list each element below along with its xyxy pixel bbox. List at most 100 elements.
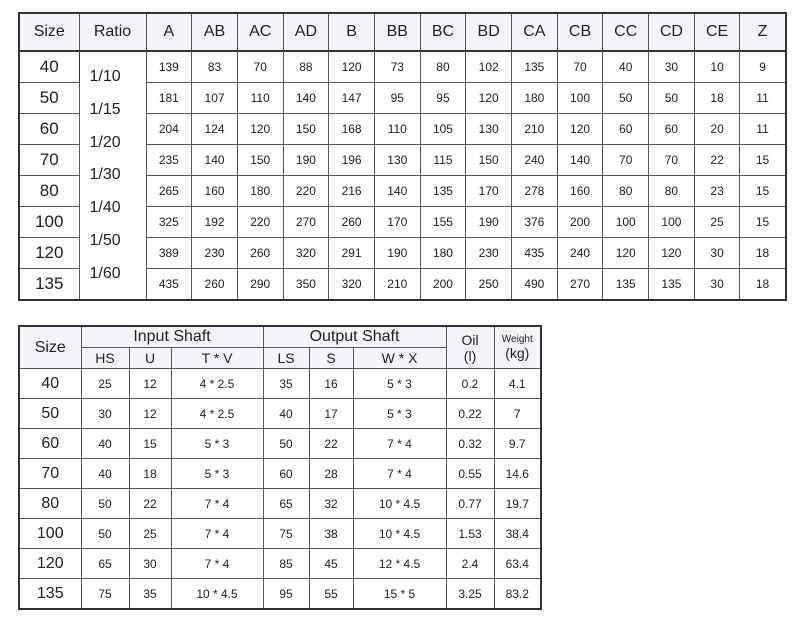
value-cell: 100 — [648, 206, 695, 238]
value-cell: 35 — [128, 578, 172, 610]
size-cell: 135 — [18, 578, 82, 610]
value-cell: 5 * 3 — [352, 368, 447, 399]
header-cell: A — [145, 12, 193, 52]
value-cell: 290 — [236, 268, 284, 301]
value-cell: 11 — [739, 82, 787, 114]
subheader-cell: T * V — [170, 347, 264, 369]
value-cell: 5 * 3 — [352, 398, 447, 429]
value-cell: 216 — [328, 175, 375, 207]
ratio: 1/10 — [89, 68, 121, 85]
value-cell: 150 — [282, 113, 330, 145]
value-cell: 278 — [511, 175, 558, 207]
data-row: 60 204 124 120 150 168 110 105 130 210 120 60 60 20 11 — [18, 113, 787, 145]
value-cell: 100 — [602, 206, 650, 238]
value-cell: 270 — [282, 206, 330, 238]
value-cell: 83.2 — [493, 578, 542, 610]
value-cell: 110 — [373, 113, 421, 145]
size-cell: 100 — [18, 206, 80, 238]
value-cell: 65 — [262, 488, 310, 519]
value-cell: 160 — [191, 175, 238, 207]
size-cell: 120 — [18, 548, 82, 579]
value-cell: 130 — [465, 113, 512, 145]
value-cell: 10 * 4.5 — [170, 578, 264, 610]
value-cell: 9.7 — [493, 428, 542, 459]
header-cell: Weight (kg) — [493, 325, 542, 369]
header-cell: B — [328, 12, 375, 52]
value-cell: 181 — [145, 82, 193, 114]
value-cell: 75 — [262, 518, 310, 549]
value-cell: 204 — [145, 113, 193, 145]
value-cell: 18 — [739, 237, 787, 269]
data-row: 135 435 260 290 350 320 210 200 250 490 270 135 135 3… — [18, 268, 787, 301]
value-cell: 25 — [693, 206, 741, 238]
value-cell: 100 — [556, 82, 604, 114]
shaft-table: Size Input Shaft Output Shaft Oil (l) Wei… — [18, 325, 543, 610]
value-cell: 150 — [465, 144, 512, 176]
value-cell: 12 — [128, 368, 172, 399]
header-line: Weight — [501, 334, 533, 345]
value-cell: 16 — [308, 368, 354, 399]
value-cell: 25 — [80, 368, 130, 399]
value-cell: 12 * 4.5 — [352, 548, 447, 579]
header-cell: CD — [648, 12, 695, 52]
value-cell: 83 — [191, 50, 238, 83]
value-cell: 170 — [373, 206, 421, 238]
value-cell: 50 — [262, 428, 310, 459]
subheader-cell: LS — [262, 347, 310, 369]
value-cell: 50 — [602, 82, 650, 114]
value-cell: 140 — [373, 175, 421, 207]
data-row: 40 1/10 1/15 1/20 1/30 1/40 1/50 1/60 139 83 70 88 1… — [18, 50, 787, 301]
group-header: Output Shaft — [262, 325, 447, 348]
value-cell: 20 — [693, 113, 741, 145]
subheader-cell: W * X — [352, 347, 447, 369]
header-cell: CA — [511, 12, 558, 52]
value-cell: 38 — [308, 518, 354, 549]
value-cell: 60 — [262, 458, 310, 489]
value-cell: 350 — [282, 268, 330, 301]
value-cell: 240 — [511, 144, 558, 176]
size-cell: 40 — [18, 50, 80, 83]
value-cell: 11 — [739, 113, 787, 145]
value-cell: 190 — [282, 144, 330, 176]
value-cell: 260 — [191, 268, 238, 301]
value-cell: 28 — [308, 458, 354, 489]
value-cell: 18 — [739, 268, 787, 301]
value-cell: 40 — [602, 50, 650, 83]
value-cell: 230 — [191, 237, 238, 269]
value-cell: 25 — [128, 518, 172, 549]
value-cell: 70 — [556, 50, 604, 83]
value-cell: 190 — [465, 206, 512, 238]
value-cell: 240 — [556, 237, 604, 269]
data-row: 100 50 25 7 * 4 75 38 10 * 4.5 1.53 38.4 — [18, 518, 542, 549]
header-cell: BC — [419, 12, 467, 52]
header-cell: Size — [18, 325, 82, 369]
data-row: 80 265 160 180 220 216 140 135 170 278 160 80 80 23 15 — [18, 175, 787, 207]
value-cell: 32 — [308, 488, 354, 519]
ratio: 1/20 — [89, 133, 121, 151]
value-cell: 2.4 — [445, 548, 495, 579]
value-cell: 9 — [739, 50, 787, 83]
group-header: Input Shaft — [80, 325, 264, 348]
header-cell: Oil (l) — [445, 325, 495, 369]
value-cell: 192 — [191, 206, 238, 238]
value-cell: 12 — [128, 398, 172, 429]
value-cell: 4 * 2.5 — [170, 398, 264, 429]
value-cell: 10 — [693, 50, 741, 83]
value-cell: 325 — [145, 206, 193, 238]
data-row: 50 181 107 110 140 147 95 95 120 180 100 50 50 18 11 — [18, 82, 787, 114]
subheader-cell: S — [308, 347, 354, 369]
value-cell: 140 — [556, 144, 604, 176]
header-line: Oil — [461, 331, 479, 348]
data-row: 135 75 35 10 * 4.5 95 55 15 * 5 3.25 83.2 — [18, 578, 542, 610]
value-cell: 180 — [236, 175, 284, 207]
value-cell: 139 — [145, 50, 193, 83]
value-cell: 95 — [419, 82, 467, 114]
header-cell: BB — [373, 12, 421, 52]
value-cell: 102 — [465, 50, 512, 83]
subheader-cell: HS — [80, 347, 130, 369]
size-cell: 70 — [18, 144, 80, 176]
value-cell: 15 — [739, 144, 787, 176]
value-cell: 120 — [328, 50, 375, 83]
value-cell: 38.4 — [493, 518, 542, 549]
value-cell: 5 * 3 — [170, 458, 264, 489]
